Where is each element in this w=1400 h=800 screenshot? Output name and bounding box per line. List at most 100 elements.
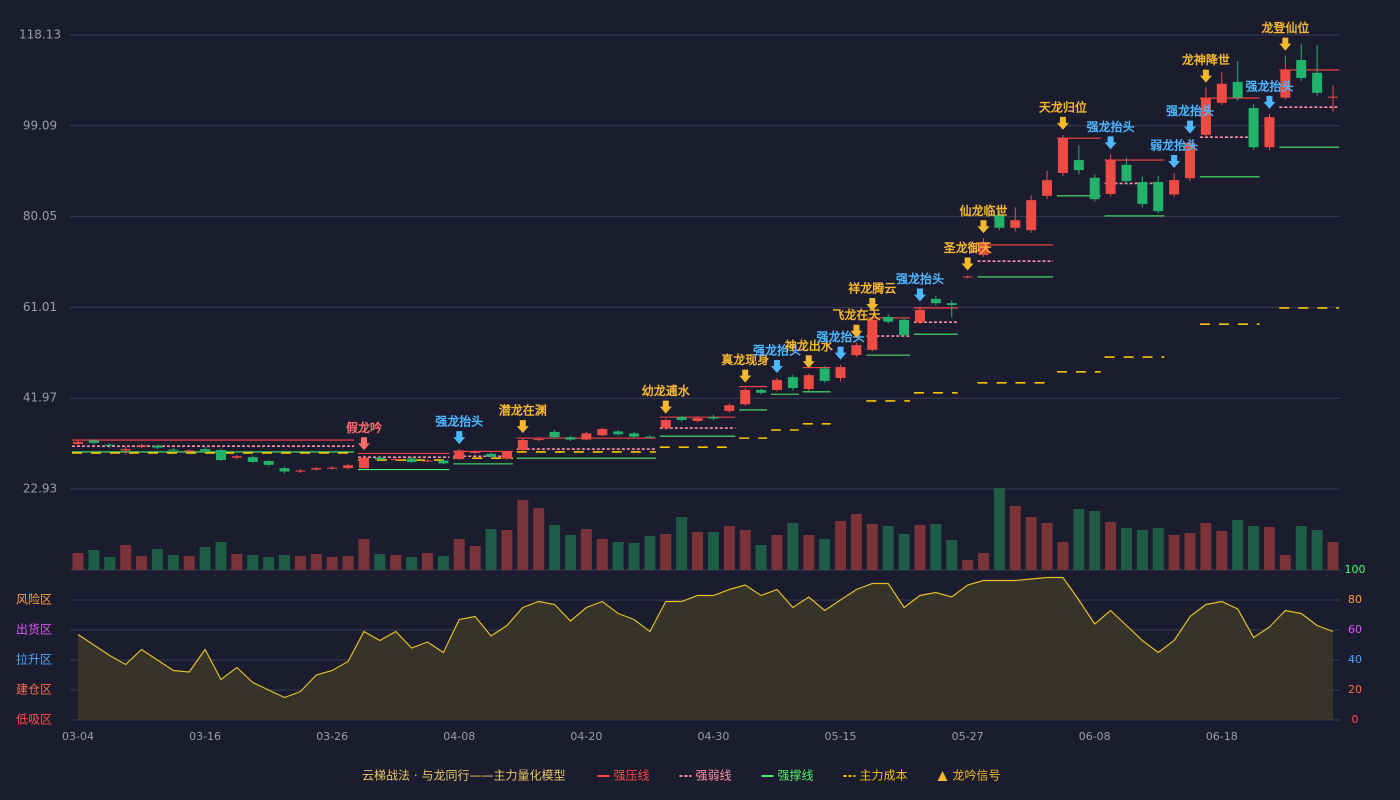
signal-label: 强龙抬头	[435, 414, 483, 429]
volume-bar	[580, 529, 592, 570]
volume-bar	[136, 556, 148, 570]
volume-bar	[167, 555, 179, 570]
signal-arrow	[770, 360, 783, 374]
volume-bar	[469, 546, 481, 570]
candle-body	[1105, 160, 1116, 194]
volume-bar	[1216, 531, 1228, 570]
candle-body	[581, 433, 592, 440]
indicator-tick-label: 0	[1352, 713, 1359, 726]
candle-body	[73, 441, 83, 444]
volume-bar	[437, 556, 449, 570]
signal-label: 真龙现身	[721, 352, 769, 367]
candle-body	[311, 468, 322, 470]
volume-bar	[1279, 555, 1291, 570]
volume-bar	[485, 529, 497, 570]
candle-body	[422, 460, 433, 462]
volume-bar	[787, 523, 799, 570]
volume-bar	[453, 539, 465, 570]
candle-body	[787, 377, 798, 389]
x-tick-label: 03-04	[62, 730, 94, 743]
signal-arrow	[659, 400, 672, 414]
candle-body	[120, 449, 131, 451]
candle-body	[1328, 96, 1338, 98]
volume-bar	[723, 526, 735, 570]
candle-body	[1185, 142, 1196, 179]
signal-arrow	[913, 288, 926, 302]
volume-bar	[72, 553, 84, 570]
y-tick-label: 118.13	[19, 28, 61, 42]
y-tick-label: 99.09	[23, 118, 57, 132]
candle-body	[1169, 180, 1180, 195]
x-tick-label: 06-08	[1079, 730, 1111, 743]
x-tick-label: 04-20	[570, 730, 602, 743]
signal-label: 强龙抬头	[1166, 103, 1214, 118]
candle-body	[454, 450, 465, 460]
volume-bar	[866, 524, 878, 570]
candle-body	[1296, 59, 1307, 79]
volume-bar	[946, 540, 958, 570]
candle-body	[1248, 108, 1259, 148]
legend-label: 强撑线	[777, 768, 813, 783]
candle-body	[819, 368, 830, 381]
candle-body	[438, 460, 449, 464]
volume-bar	[294, 556, 306, 570]
candle-body	[1010, 220, 1021, 228]
zone-label: 拉升区	[16, 652, 52, 667]
candle-body	[184, 450, 195, 452]
volume-bar	[898, 534, 910, 570]
volume-bar	[1248, 526, 1260, 570]
signal-arrow	[357, 437, 370, 451]
x-tick-label: 04-08	[443, 730, 475, 743]
candle-body	[1042, 180, 1053, 196]
volume-bar	[755, 545, 767, 570]
candle-body	[343, 465, 354, 469]
volume-bar	[739, 530, 751, 570]
candle-body	[1312, 72, 1323, 93]
candle-body	[1153, 182, 1164, 212]
signal-arrow	[866, 298, 879, 312]
candle-body	[708, 417, 719, 419]
signal-label: 龙神降世	[1182, 52, 1230, 67]
zone-label: 建仓区	[16, 683, 52, 697]
volume-bar	[628, 543, 640, 570]
volume-bar	[517, 500, 529, 570]
candle-body	[867, 319, 878, 350]
volume-bar	[421, 553, 433, 570]
volume-bar	[104, 557, 116, 570]
volume-bar	[1009, 506, 1021, 570]
candle-body	[168, 449, 179, 451]
candle-body	[200, 449, 211, 451]
candle-body	[1264, 117, 1275, 148]
volume-bar	[1136, 530, 1148, 570]
volume-bar	[1168, 535, 1180, 570]
candle-body	[406, 458, 417, 462]
candle-body	[1232, 81, 1243, 98]
volume-bar	[962, 560, 974, 570]
signal-label: 幼龙逋水	[642, 383, 691, 398]
candle-body	[1089, 177, 1100, 200]
volume-bar	[1120, 528, 1132, 570]
candle-body	[263, 461, 274, 465]
candle-body	[327, 467, 338, 469]
candle-body	[136, 445, 147, 447]
signal-label: 潜龙在渊	[499, 403, 547, 418]
candle-body	[247, 457, 258, 462]
signal-arrow	[1199, 69, 1212, 83]
legend: 云梯战法 · 与龙同行——主力量化模型 强压线 强弱线 强撑线 主力成本 龙吟信号	[362, 768, 1001, 783]
legend-label: 强弱线	[695, 769, 731, 783]
y-tick-label: 22.93	[23, 482, 57, 496]
volume-bar	[533, 508, 545, 570]
volume-bar	[564, 535, 576, 570]
volume-bar	[151, 549, 163, 570]
legend-swatch	[937, 771, 948, 781]
candle-body	[962, 276, 973, 278]
volume-bar	[247, 555, 259, 570]
candle-body	[676, 417, 687, 420]
volume-bar	[803, 535, 815, 570]
signal-label: 假龙吟	[346, 420, 382, 435]
volume-bar	[993, 488, 1005, 570]
volume-bar	[342, 556, 354, 570]
legend-label: 主力成本	[860, 769, 908, 783]
volume-bar	[1327, 542, 1339, 570]
